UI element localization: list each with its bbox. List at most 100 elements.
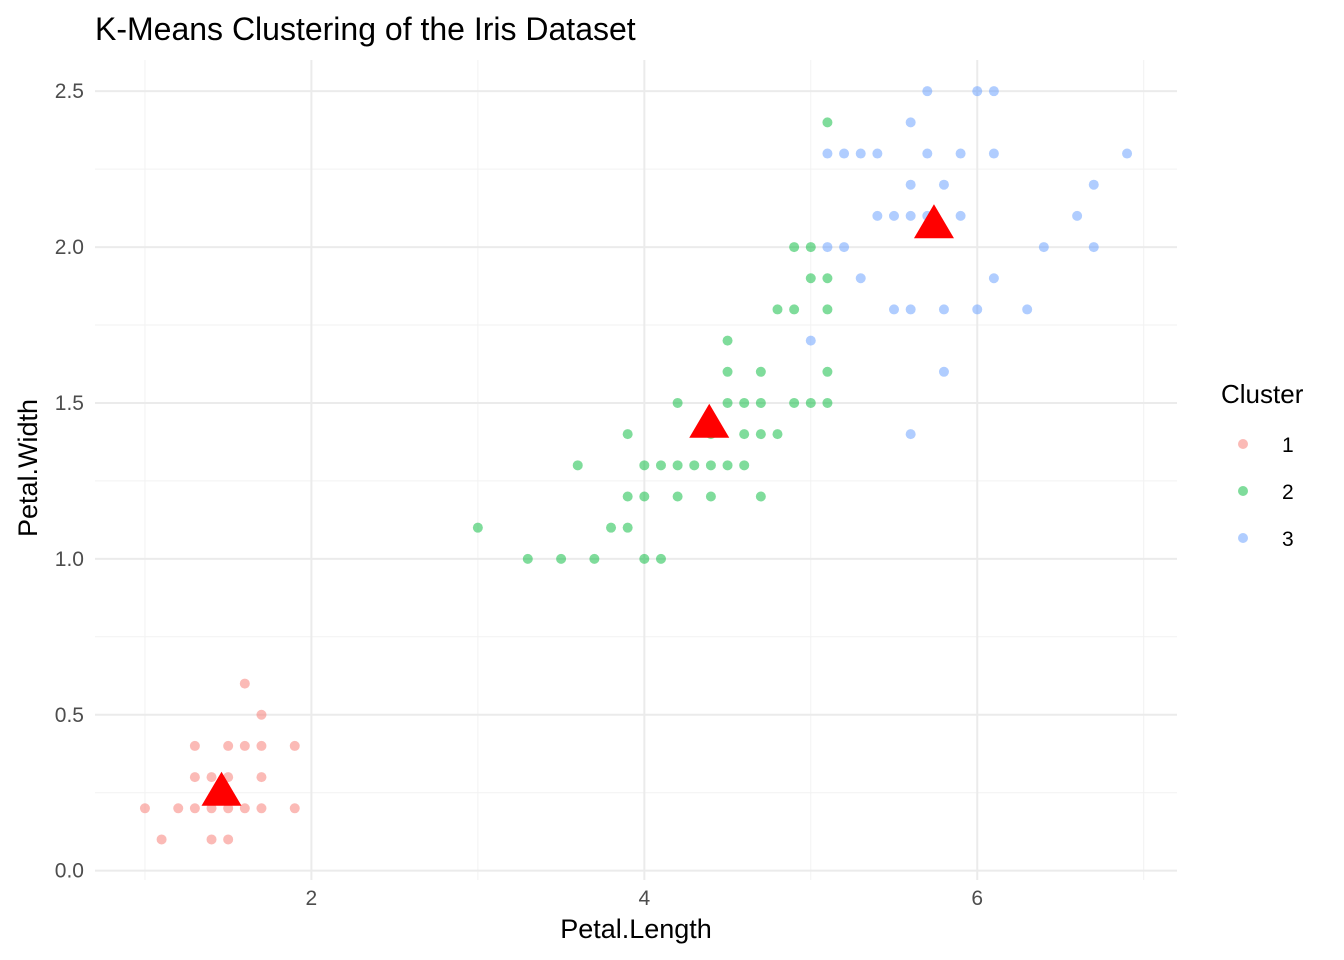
data-point-cluster-1 xyxy=(239,678,250,689)
data-point-cluster-2 xyxy=(722,460,733,471)
data-point-cluster-3 xyxy=(972,304,983,315)
data-point-cluster-2 xyxy=(722,397,733,408)
data-point-cluster-2 xyxy=(789,242,800,253)
data-point-cluster-3 xyxy=(1122,148,1133,159)
data-point-cluster-1 xyxy=(206,834,217,845)
data-point-cluster-3 xyxy=(938,304,949,315)
data-point-cluster-2 xyxy=(689,460,700,471)
data-point-cluster-2 xyxy=(622,491,633,502)
data-point-cluster-2 xyxy=(822,304,833,315)
data-point-cluster-2 xyxy=(672,460,683,471)
data-point-cluster-2 xyxy=(805,242,816,253)
data-point-cluster-3 xyxy=(839,242,850,253)
data-point-cluster-3 xyxy=(955,210,966,221)
data-point-cluster-1 xyxy=(256,803,267,814)
data-point-cluster-2 xyxy=(805,273,816,284)
data-point-cluster-3 xyxy=(1038,242,1049,253)
data-point-cluster-3 xyxy=(972,86,983,97)
data-point-cluster-3 xyxy=(905,210,916,221)
legend-items: 1 2 3 xyxy=(1238,434,1294,551)
data-point-cluster-2 xyxy=(772,429,783,440)
data-point-cluster-1 xyxy=(239,740,250,751)
data-point-cluster-1 xyxy=(139,803,150,814)
data-point-cluster-3 xyxy=(922,86,933,97)
data-point-cluster-3 xyxy=(839,148,850,159)
data-point-cluster-3 xyxy=(955,148,966,159)
data-point-cluster-3 xyxy=(938,179,949,190)
legend-label-3: 3 xyxy=(1282,528,1294,551)
x-tick-label: 2 xyxy=(306,887,318,910)
data-point-cluster-1 xyxy=(256,740,267,751)
data-point-cluster-3 xyxy=(872,148,883,159)
data-point-cluster-3 xyxy=(922,148,933,159)
data-point-cluster-2 xyxy=(639,460,650,471)
tick-labels: 2 4 6 0.0 0.5 1.0 1.5 2.0 2.5 xyxy=(55,80,983,910)
data-point-cluster-2 xyxy=(556,553,567,564)
y-tick-label: 2.5 xyxy=(55,80,84,103)
data-point-cluster-1 xyxy=(239,803,250,814)
data-point-cluster-1 xyxy=(189,772,200,783)
data-point-cluster-2 xyxy=(522,553,533,564)
data-point-cluster-1 xyxy=(223,740,234,751)
data-point-cluster-2 xyxy=(655,460,666,471)
data-point-cluster-3 xyxy=(938,366,949,377)
centroid-marker xyxy=(913,204,954,239)
data-point-cluster-2 xyxy=(755,491,766,502)
data-point-cluster-2 xyxy=(789,397,800,408)
data-point-cluster-2 xyxy=(755,429,766,440)
data-point-cluster-2 xyxy=(572,460,583,471)
data-point-cluster-2 xyxy=(805,397,816,408)
data-point-cluster-1 xyxy=(206,803,217,814)
legend: Cluster 1 2 3 xyxy=(1221,379,1304,551)
data-point-cluster-3 xyxy=(855,273,866,284)
data-point-cluster-1 xyxy=(256,709,267,720)
data-point-cluster-2 xyxy=(672,491,683,502)
data-point-cluster-2 xyxy=(789,304,800,315)
data-point-cluster-1 xyxy=(173,803,184,814)
y-tick-label: 1.0 xyxy=(55,548,84,571)
data-point-cluster-1 xyxy=(189,803,200,814)
data-point-cluster-2 xyxy=(822,397,833,408)
data-point-cluster-1 xyxy=(289,740,300,751)
centroid-marker xyxy=(689,403,730,438)
data-point-cluster-2 xyxy=(722,335,733,346)
data-points xyxy=(139,86,1133,845)
legend-label-2: 2 xyxy=(1282,481,1294,504)
data-point-cluster-1 xyxy=(223,834,234,845)
data-point-cluster-3 xyxy=(988,148,999,159)
y-tick-label: 0.5 xyxy=(55,704,84,727)
data-point-cluster-2 xyxy=(822,117,833,128)
data-point-cluster-3 xyxy=(822,148,833,159)
data-point-cluster-3 xyxy=(905,117,916,128)
data-point-cluster-3 xyxy=(1022,304,1033,315)
data-point-cluster-3 xyxy=(872,210,883,221)
data-point-cluster-2 xyxy=(722,366,733,377)
data-point-cluster-3 xyxy=(1088,179,1099,190)
data-point-cluster-3 xyxy=(805,335,816,346)
data-point-cluster-1 xyxy=(256,772,267,783)
data-point-cluster-2 xyxy=(705,460,716,471)
data-point-cluster-2 xyxy=(639,491,650,502)
y-tick-label: 2.0 xyxy=(55,236,84,259)
x-axis-title: Petal.Length xyxy=(560,914,712,944)
legend-key-3 xyxy=(1238,533,1248,543)
data-point-cluster-1 xyxy=(223,803,234,814)
data-point-cluster-1 xyxy=(206,772,217,783)
data-point-cluster-3 xyxy=(822,242,833,253)
data-point-cluster-2 xyxy=(472,522,483,533)
data-point-cluster-2 xyxy=(822,366,833,377)
data-point-cluster-3 xyxy=(905,429,916,440)
data-point-cluster-2 xyxy=(822,273,833,284)
data-point-cluster-3 xyxy=(905,304,916,315)
data-point-cluster-2 xyxy=(739,460,750,471)
data-point-cluster-2 xyxy=(589,553,600,564)
data-point-cluster-3 xyxy=(889,304,900,315)
grid xyxy=(95,60,1177,880)
data-point-cluster-2 xyxy=(622,522,633,533)
data-point-cluster-1 xyxy=(156,834,167,845)
data-point-cluster-2 xyxy=(639,553,650,564)
data-point-cluster-3 xyxy=(988,86,999,97)
legend-label-1: 1 xyxy=(1282,434,1294,457)
data-point-cluster-2 xyxy=(772,304,783,315)
